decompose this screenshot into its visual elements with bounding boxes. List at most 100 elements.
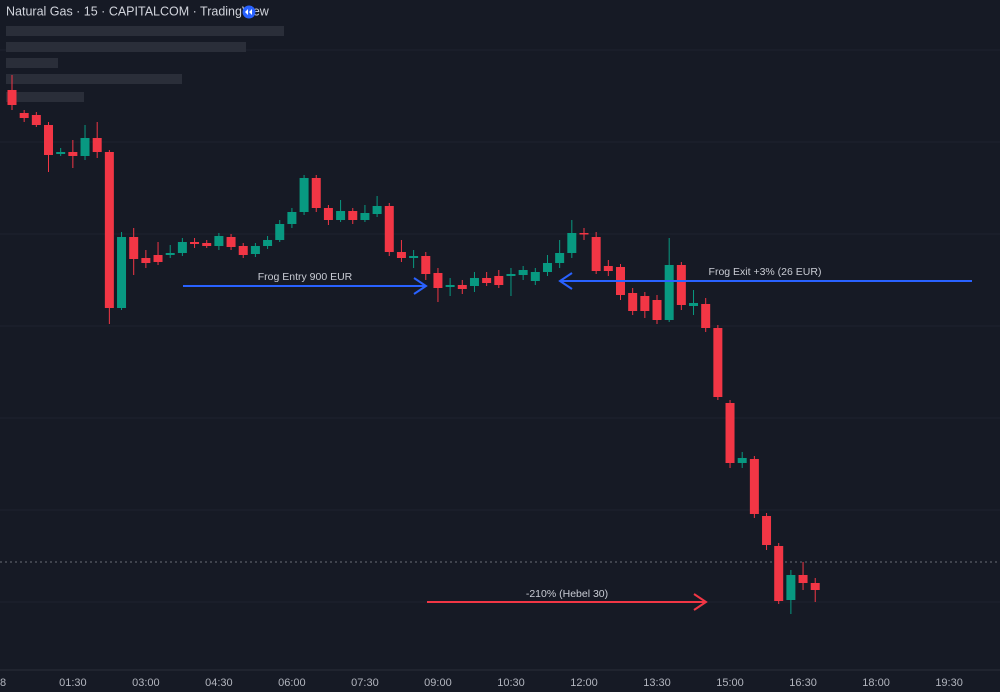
candle [202,240,212,248]
annotation-arrowhead [693,593,708,611]
candle [749,456,759,518]
candle-body [457,285,467,289]
candle-body [372,206,382,214]
candle-body [68,152,78,156]
blurred-row [6,58,58,68]
candle-body [165,253,175,255]
candle-body [555,253,565,263]
candle [336,200,346,222]
candle-body [774,546,784,601]
candle-body [749,459,759,514]
candle [469,272,479,292]
candle-body [713,328,723,397]
x-tick-label: 13:30 [643,677,671,689]
candle [591,232,601,274]
candle-body [336,211,346,220]
candle [129,228,139,275]
blurred-legend [6,26,284,102]
replay-button[interactable] [242,5,256,19]
candle-body [129,237,139,259]
candle-body [299,178,309,212]
candle-body [348,211,358,220]
candle-body [664,265,674,320]
candle [652,295,662,324]
candle-body [591,237,601,271]
candle [676,262,686,310]
x-tick-label: 07:30 [351,677,379,689]
candle [190,238,200,248]
candle-body [433,273,443,288]
candle-body [494,276,504,285]
candle-body [190,242,200,244]
candle [19,110,29,122]
candle [701,298,711,332]
candle [457,280,467,294]
annotation-label: -210% (Hebel 30) [526,588,608,600]
x-tick-label: 19:30 [935,677,963,689]
candle [275,220,285,242]
candle [44,122,54,172]
annotation-arrowhead [558,272,573,290]
candle-body [153,255,163,262]
candle-body [287,212,297,224]
candle-body [689,303,699,306]
candle-body [117,237,127,308]
candle [360,205,370,222]
candle [299,175,309,215]
candle-body [409,256,419,258]
candle [445,278,455,296]
grid [0,49,1000,603]
candle [579,228,589,240]
x-tick-label: 12:00 [570,677,598,689]
candle [104,150,114,324]
candle-body [567,233,577,253]
candle [165,245,175,258]
x-tick-label: 01:30 [59,677,87,689]
x-tick-label: 15:00 [716,677,744,689]
candle [372,196,382,217]
candle [506,268,516,296]
blurred-row [6,42,246,52]
candle [774,543,784,604]
candle [640,292,650,318]
candle [263,236,273,249]
candle-body [676,265,686,305]
candle [762,513,772,550]
candle-body [640,296,650,311]
candle [7,75,17,110]
x-tick-label: 03:00 [132,677,160,689]
candle [153,242,163,265]
candle [798,562,808,590]
candle-body [323,208,333,220]
candle-body [725,403,735,463]
candle-body [31,115,41,125]
candle-body [56,152,66,154]
candle [214,233,224,250]
candle [384,203,394,256]
candle [494,270,504,288]
candle [518,266,528,280]
x-tick-label: 18:00 [862,677,890,689]
candle [396,240,406,262]
candle [92,122,102,158]
candle [311,175,321,212]
candle-body [44,125,54,155]
candle-body [263,240,273,246]
x-tick-label: 16:30 [789,677,817,689]
candle [530,268,540,285]
candle-body [469,278,479,286]
candle [542,255,552,276]
annotation-arrowhead [413,277,428,295]
candle [482,272,492,286]
candle [628,288,638,315]
candle-body [542,263,552,272]
candle [737,452,747,468]
candle-body [104,152,114,308]
blurred-row [6,26,284,36]
candle-body [603,266,613,271]
candle-body [238,246,248,255]
candle-body [141,258,151,263]
candle-body [737,458,747,463]
candle-body [798,575,808,583]
